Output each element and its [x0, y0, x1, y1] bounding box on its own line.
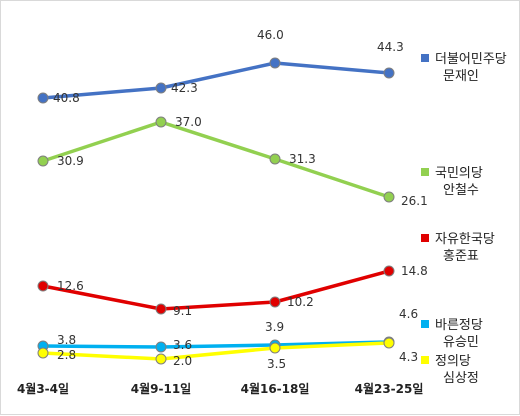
- series-2-point-4: [383, 191, 395, 203]
- series-line-1: [41, 61, 391, 100]
- series-2-point-1: [37, 155, 49, 167]
- data-label: 9.1: [173, 304, 192, 318]
- data-label: 14.8: [401, 264, 428, 278]
- series-1-point-4: [383, 67, 395, 79]
- series-line-5: [41, 341, 391, 361]
- legend-swatch: [421, 54, 429, 62]
- series-2-point-2: [155, 116, 167, 128]
- legend-label: 심상정: [443, 371, 479, 386]
- x-tick-label: 4월3-4일: [17, 381, 69, 396]
- data-label: 2.8: [57, 348, 76, 362]
- data-label: 2.0: [173, 354, 192, 368]
- data-label: 12.6: [57, 279, 84, 293]
- series-2-point-3: [269, 153, 281, 165]
- series-line-4: [41, 340, 391, 349]
- data-label: 30.9: [57, 154, 84, 168]
- data-label: 26.1: [401, 194, 428, 208]
- series-3-point-2: [155, 303, 167, 315]
- series-line-3: [41, 269, 391, 311]
- data-label: 4.6: [399, 307, 418, 321]
- legend-label: 유승민: [443, 335, 479, 350]
- legend-swatch: [421, 320, 429, 328]
- series-4-point-2: [155, 341, 167, 353]
- data-label: 4.3: [399, 350, 418, 364]
- series-3-point-1: [37, 280, 49, 292]
- legend-label: 국민의당: [435, 166, 483, 181]
- data-label: 31.3: [289, 152, 316, 166]
- x-tick-label: 4월23-25일: [355, 381, 424, 396]
- legend-label: 정의당: [435, 354, 471, 369]
- series-1-point-2: [155, 82, 167, 94]
- data-label: 3.9: [265, 320, 284, 334]
- legend-swatch: [421, 168, 429, 176]
- series-5-point-1: [37, 347, 49, 359]
- legend-label: 문재인: [443, 69, 479, 84]
- series-3-point-4: [383, 265, 395, 277]
- x-tick-label: 4월9-11일: [131, 381, 191, 396]
- legend-swatch: [421, 356, 429, 364]
- legend-label: 바른정당: [435, 318, 483, 333]
- legend-swatch: [421, 234, 429, 242]
- series-5-point-3: [269, 342, 281, 354]
- data-label: 46.0: [257, 28, 284, 42]
- series-line-2: [41, 120, 391, 199]
- series-5-point-2: [155, 353, 167, 365]
- legend-label: 더불어민주당: [435, 52, 507, 67]
- data-label: 37.0: [175, 115, 202, 129]
- data-label: 10.2: [287, 295, 314, 309]
- data-label: 44.3: [377, 40, 404, 54]
- data-label: 3.6: [173, 338, 192, 352]
- data-label: 40.8: [53, 91, 80, 105]
- data-label: 3.8: [57, 333, 76, 347]
- series-1-point-1: [37, 92, 49, 104]
- series-1-point-3: [269, 57, 281, 69]
- data-label: 42.3: [171, 81, 198, 95]
- legend-label: 자유한국당: [435, 232, 495, 247]
- legend-label: 안철수: [443, 183, 479, 198]
- x-tick-label: 4월16-18일: [241, 381, 310, 396]
- series-3-point-3: [269, 296, 281, 308]
- legend-label: 홍준표: [443, 249, 479, 264]
- data-label: 3.5: [267, 357, 286, 371]
- series-5-point-4: [383, 337, 395, 349]
